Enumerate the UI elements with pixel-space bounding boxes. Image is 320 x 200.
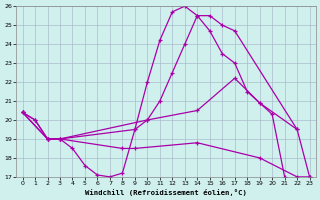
X-axis label: Windchill (Refroidissement éolien,°C): Windchill (Refroidissement éolien,°C) xyxy=(85,189,247,196)
